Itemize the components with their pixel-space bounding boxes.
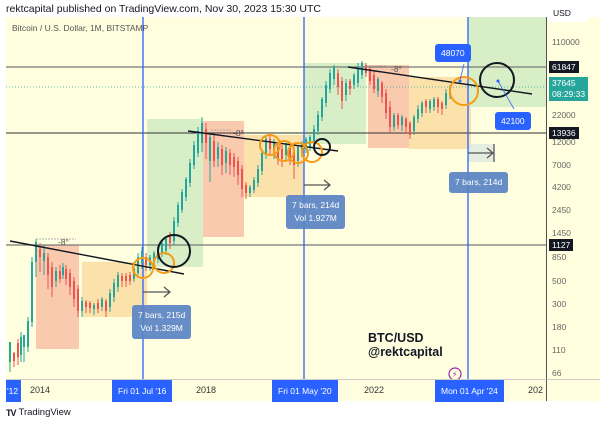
footer: TV TradingView [6, 407, 71, 418]
price-tick: 2450 [552, 205, 571, 215]
measure-note-2024[interactable]: 7 bars, 214d [449, 172, 509, 193]
svg-text:⚡: ⚡ [452, 370, 458, 379]
callout-42100[interactable]: 42100 [495, 112, 531, 130]
time-label: 2018 [196, 385, 217, 395]
price-tick: 1450 [552, 228, 571, 238]
price-tick: 500 [552, 276, 567, 286]
svg-text:-8°: -8° [58, 237, 69, 247]
price-tick: 4200 [552, 182, 571, 192]
measure-note-2016[interactable]: 7 bars, 215d Vol 1.329M [132, 305, 192, 339]
level-tag-13936: 13936 [549, 127, 579, 139]
price-tick: 180 [552, 322, 567, 332]
price-tick: 110 [552, 345, 566, 355]
time-label: 202 [528, 385, 544, 395]
current-price-tag: 37645 08:29:33 [549, 77, 589, 101]
price-axis[interactable]: 110000 22000 12000 7000 4200 2450 1450 8… [546, 17, 600, 379]
time-label: 2014 [30, 385, 51, 395]
tradingview-logo-icon: TV [6, 407, 16, 418]
time-axis[interactable]: '12 2014 Fri 01 Jul '16 2018 Fri 01 May … [6, 379, 546, 402]
time-flag: '12 [6, 380, 22, 402]
callout-48070[interactable]: 48070 [435, 44, 471, 62]
chart-canvas: -8° -8° -8° [6, 17, 546, 379]
measure-note-2020[interactable]: 7 bars, 214d Vol 1.927M [286, 195, 346, 229]
footer-brand: TradingView [18, 407, 71, 418]
accumulation-zone-2024 [409, 77, 471, 149]
watermark: BTC/USD @rektcapital [368, 331, 443, 359]
bear-zone-2013 [36, 245, 79, 349]
time-flag-halving-2016: Fri 01 Jul '16 [112, 380, 173, 402]
time-flag-halving-2024: Mon 01 Apr '24 [435, 380, 504, 402]
level-tag-1127: 1127 [549, 239, 574, 251]
bull-zone-2025 [468, 17, 546, 107]
chart-area[interactable]: Bitcoin / U.S. Dollar, 1M, BITSTAMP [6, 17, 600, 379]
price-tick: 110000 [552, 37, 580, 47]
axis-corner [546, 379, 600, 401]
plot-area[interactable]: Bitcoin / U.S. Dollar, 1M, BITSTAMP [6, 17, 546, 379]
time-flag-halving-2020: Fri 01 May '20 [272, 380, 338, 402]
currency-button[interactable]: USD [548, 4, 588, 22]
level-tag-61847: 61847 [549, 61, 579, 73]
price-tick: 850 [552, 252, 567, 262]
price-tick: 22000 [552, 110, 576, 120]
symbol-title: Bitcoin / U.S. Dollar, 1M, BITSTAMP [12, 23, 149, 33]
publisher-line: rektcapital published on TradingView.com… [6, 3, 321, 15]
price-tick: 300 [552, 299, 567, 309]
svg-text:-8°: -8° [233, 128, 244, 138]
svg-text:-8°: -8° [391, 64, 402, 74]
price-tick: 12000 [552, 137, 576, 147]
price-tick: 66 [552, 368, 562, 378]
time-label: 2022 [364, 385, 385, 395]
price-tick: 7000 [552, 160, 571, 170]
